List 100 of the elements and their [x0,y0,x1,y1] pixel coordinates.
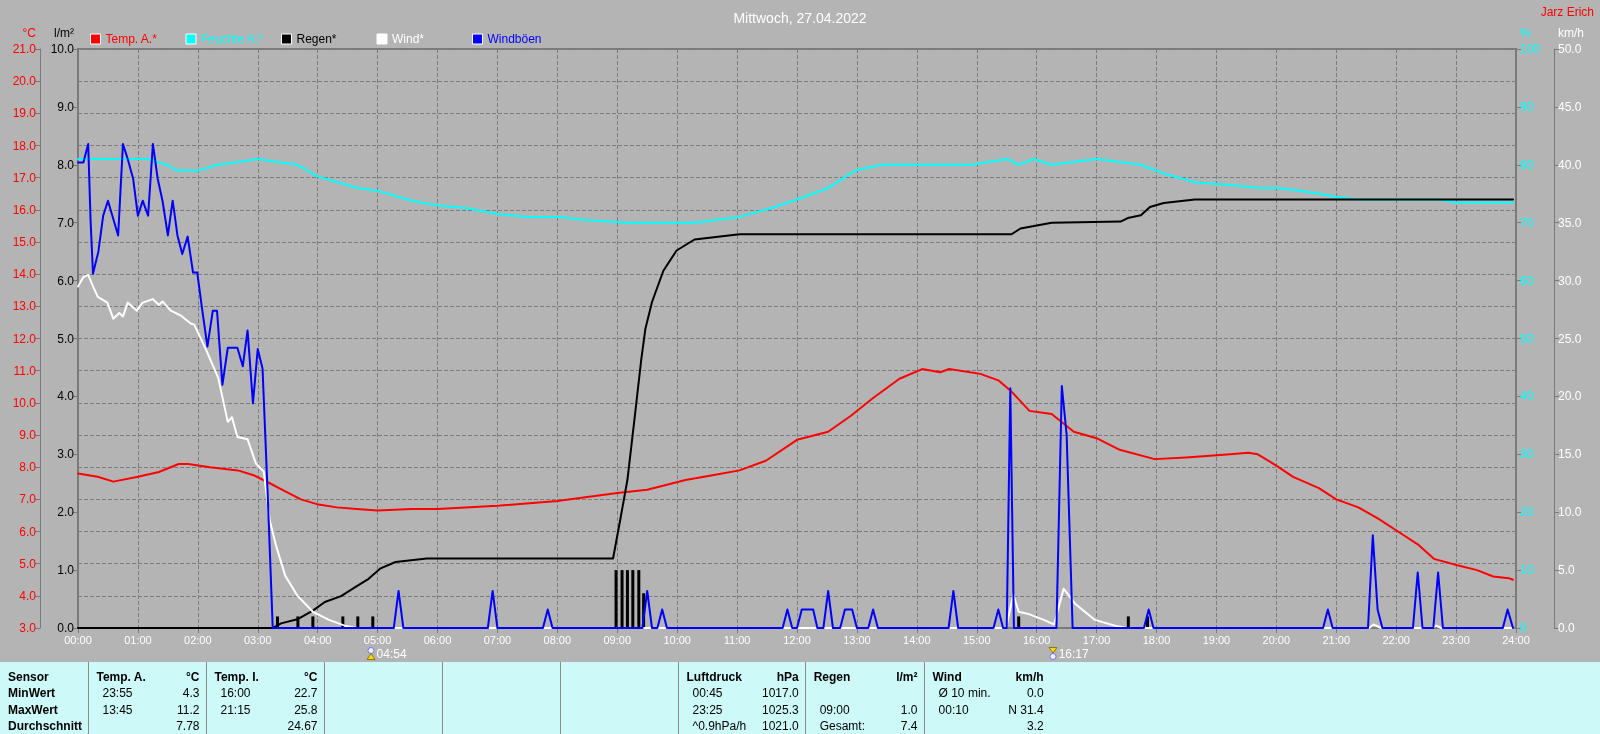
x-tick-label: 04:00 [303,633,332,646]
x-tick-label: 15:00 [962,633,991,646]
text: 22.7 [294,686,318,701]
y-tick-label: 50.0 [1558,42,1582,56]
text: °C [186,669,200,684]
text: Regen [813,669,851,684]
y3-tick-label: 30 [1520,447,1534,462]
text: Luftdruck [686,669,742,684]
y3-tick-label: 20 [1520,505,1534,520]
y2-tick-label: 7.0 [57,215,75,230]
text: ^0.9hPa/h [692,719,747,733]
y3-tick-label: 90 [1520,99,1534,114]
x-tick-label: 24:00 [1502,633,1530,646]
bar [1017,616,1021,628]
text: N 31.4 [1008,702,1044,717]
y3-tick-label: 80 [1520,157,1534,172]
text: 7.78 [176,719,200,733]
y-tick-label: 30.0 [1558,273,1582,288]
y-axis-title: km/h [1558,26,1585,40]
text: Durchschnitt [8,719,83,733]
text: 0.0 [1026,686,1044,701]
text: 25.8 [294,702,318,717]
y2-tick-label: 4.0 [57,389,75,404]
text: 24.67 [287,719,318,733]
y2-tick-label: 6.0 [57,273,75,288]
y-tick-label: 40.0 [1558,157,1582,172]
y2-tick-label: 3.0 [57,447,75,462]
text: hPa [776,669,799,684]
x-tick-label: 08:00 [543,633,572,646]
legend-label: Temp. A.* [105,32,158,46]
y-tick-label: 5.0 [1558,563,1576,578]
y-tick-label: 3.0 [19,621,37,635]
x-tick-label: 12:00 [783,633,811,646]
bar [614,570,618,628]
y-tick-label: 0.0 [1558,621,1576,635]
text: km/h [1015,669,1044,684]
bar [311,616,315,628]
legend-label: Wind* [392,32,425,46]
text: Temp. I. [214,669,259,684]
bar [1126,616,1130,628]
text: 16:17 [1058,647,1089,661]
x-tick-label: 14:00 [903,633,931,646]
x-tick-label: 22:00 [1382,633,1410,646]
text: 16:00 [220,686,251,701]
x-tick-label: 23:00 [1442,633,1470,646]
text: 1017.0 [761,686,799,701]
text: Gesamt: [819,719,866,733]
legend-label: Feuchte A.* [201,32,264,46]
y-axis-title: °C [22,26,37,40]
text: 1025.3 [761,702,799,717]
x-tick-label: 13:00 [843,633,871,646]
x-tick-label: 11:00 [723,633,751,646]
text: 23:25 [692,702,723,717]
text: 00:10 [938,702,969,717]
y-tick-label: 18.0 [12,138,37,153]
text: Temp. A. [96,669,146,684]
bar [620,570,624,628]
legend-label: Windböen [487,32,542,46]
text: Sensor [8,669,49,684]
bar [625,570,629,628]
text: 11.2 [177,702,200,717]
y2-tick-label: 10.0 [50,42,75,56]
y3-tick-label: 70 [1520,215,1534,230]
bar [637,570,641,628]
bar [631,570,635,628]
y-tick-label: 4.0 [19,588,37,603]
y-tick-label: 8.0 [19,460,37,475]
x-tick-label: 05:00 [363,633,392,646]
x-tick-label: 17:00 [1082,633,1111,646]
y3-tick-label: 100 [1520,42,1541,56]
x-tick-label: 06:00 [423,633,452,646]
text: 21:15 [220,702,251,717]
text: Ø 10 min. [938,686,991,701]
y-tick-label: 45.0 [1558,99,1582,114]
text: 04:54 [376,647,407,661]
y-tick-label: 14.0 [12,267,37,282]
y-tick-label: 19.0 [12,106,37,121]
y-tick-label: 6.0 [19,524,37,539]
text: MinWert [8,686,56,701]
text: 09:00 [819,702,850,717]
y-tick-label: 5.0 [19,556,37,571]
y-tick-label: 10.0 [1558,505,1582,520]
y-tick-label: 16.0 [12,202,37,217]
x-tick-label: 00:00 [64,633,92,646]
y3-tick-label: 60 [1520,273,1534,288]
y3-tick-label: 50 [1520,331,1534,346]
y2-tick-label: 9.0 [57,99,75,114]
legend-label: Regen* [296,32,337,46]
y-tick-label: 11.0 [13,363,37,378]
y-tick-label: 10.0 [12,395,37,410]
text: 7.4 [900,719,918,733]
text: 1.0 [900,702,918,717]
y2-tick-label: 5.0 [57,331,75,346]
x-tick-label: 02:00 [184,633,212,646]
x-tick-label: 16:00 [1022,633,1051,646]
x-tick-label: 10:00 [663,633,691,646]
x-tick-label: 07:00 [483,633,512,646]
y2-tick-label: 2.0 [57,505,75,520]
text: 3.2 [1026,719,1044,733]
y-tick-label: 20.0 [1558,389,1582,404]
